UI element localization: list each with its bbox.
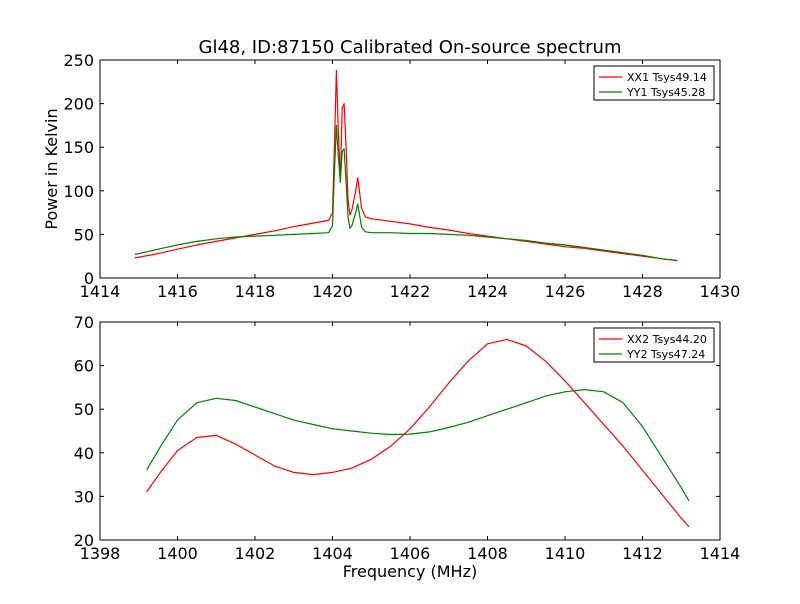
legend-label: XX1 Tsys49.14 <box>627 71 707 84</box>
series-line-1-1 <box>134 69 678 262</box>
x-tick-label: 1422 <box>390 282 431 301</box>
x-tick-label: 1402 <box>235 544 276 563</box>
chart-title: Gl48, ID:87150 Calibrated On-source spec… <box>199 37 622 58</box>
y-tick-label: 250 <box>63 51 94 70</box>
y-tick-label: 20 <box>74 531 94 550</box>
series-line-1-2 <box>134 124 678 262</box>
x-tick-label: 1412 <box>622 544 663 563</box>
x-tick-label: 1400 <box>157 544 198 563</box>
legend-label: YY2 Tsys47.24 <box>626 348 705 361</box>
y-tick-label: 30 <box>74 487 94 506</box>
y-tick-label: 70 <box>74 313 94 332</box>
x-tick-label: 1418 <box>235 282 276 301</box>
legend-box-1 <box>593 65 715 101</box>
x-tick-label: 1416 <box>157 282 198 301</box>
legend-label: YY1 Tsys45.28 <box>626 86 705 99</box>
x-tick-label: 1408 <box>467 544 508 563</box>
x-tick-label: 1410 <box>545 544 586 563</box>
x-tick-label: 1398 <box>80 544 121 563</box>
legend-label: XX2 Tsys44.20 <box>627 333 707 346</box>
series-line-2-1 <box>146 338 690 528</box>
legend-box-2 <box>593 327 715 363</box>
y-tick-label: 0 <box>84 269 94 288</box>
y-tick-label: 100 <box>63 182 94 201</box>
x-tick-label: 1420 <box>312 282 353 301</box>
x-tick-label: 1424 <box>467 282 508 301</box>
x-axis-label: Frequency (MHz) <box>343 562 477 581</box>
series-line-2-2 <box>145 389 690 502</box>
x-tick-label: 1428 <box>622 282 663 301</box>
y-tick-label: 50 <box>74 225 94 244</box>
x-tick-label: 1406 <box>390 544 431 563</box>
x-tick-label: 1426 <box>545 282 586 301</box>
y-tick-label: 60 <box>74 357 94 376</box>
x-tick-label: 1430 <box>700 282 741 301</box>
x-tick-label: 1414 <box>80 282 121 301</box>
y-tick-label: 50 <box>74 400 94 419</box>
y-axis-label: Power in Kelvin <box>42 108 61 229</box>
x-tick-label: 1414 <box>700 544 741 563</box>
y-tick-label: 200 <box>63 95 94 114</box>
y-tick-label: 150 <box>63 138 94 157</box>
x-tick-label: 1404 <box>312 544 353 563</box>
y-tick-label: 40 <box>74 444 94 463</box>
